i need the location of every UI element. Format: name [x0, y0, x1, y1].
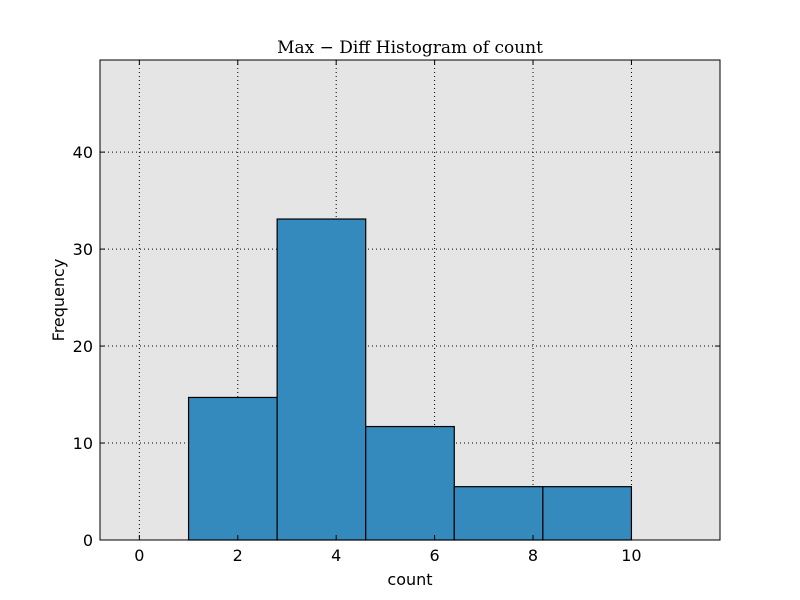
x-tick-label: 4: [331, 546, 341, 565]
x-tick-label: 2: [233, 546, 243, 565]
x-tick-label: 6: [430, 546, 440, 565]
histogram-bar-2: [276, 218, 367, 541]
histogram-bar-5: [542, 486, 633, 541]
y-axis-label: Frequency: [49, 259, 68, 342]
axis-ticks: 0 2 4 6 8 10 0 10 20 30 40: [73, 60, 720, 565]
y-tick-label: 10: [73, 434, 93, 453]
y-tick-label: 0: [83, 531, 93, 550]
y-tick-label: 40: [73, 143, 93, 162]
y-tick-label: 20: [73, 337, 93, 356]
plot-frame: [99, 59, 721, 541]
x-axis-label: count: [387, 570, 432, 589]
x-tick-label: 10: [621, 546, 641, 565]
histogram-bar-3: [365, 425, 455, 541]
chart-title: Max − Diff Histogram of count: [277, 38, 543, 58]
y-tick-label: 30: [73, 240, 93, 259]
histogram-bar-1: [187, 396, 278, 541]
histogram-bar-4: [453, 486, 544, 541]
bars: [187, 218, 633, 541]
x-tick-label: 0: [134, 546, 144, 565]
x-tick-label: 8: [528, 546, 538, 565]
